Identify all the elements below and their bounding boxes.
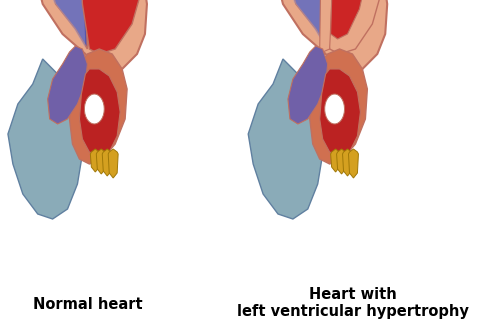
Polygon shape — [108, 149, 118, 178]
Polygon shape — [310, 49, 368, 164]
Polygon shape — [324, 94, 344, 124]
Polygon shape — [40, 0, 88, 49]
Polygon shape — [273, 0, 387, 74]
Polygon shape — [96, 149, 106, 174]
Polygon shape — [279, 0, 326, 48]
Polygon shape — [288, 46, 328, 124]
Polygon shape — [336, 149, 346, 174]
Polygon shape — [102, 149, 112, 176]
Polygon shape — [33, 0, 147, 74]
Polygon shape — [320, 0, 332, 52]
Text: Normal heart: Normal heart — [32, 297, 142, 312]
Polygon shape — [48, 46, 88, 124]
Polygon shape — [330, 0, 370, 39]
Polygon shape — [90, 149, 101, 172]
Polygon shape — [38, 0, 86, 48]
Polygon shape — [342, 149, 352, 176]
Polygon shape — [80, 69, 120, 156]
Polygon shape — [80, 0, 145, 54]
Polygon shape — [330, 149, 340, 172]
Text: Heart with
left ventricular hypertrophy: Heart with left ventricular hypertrophy — [236, 287, 468, 319]
Polygon shape — [280, 0, 328, 49]
Polygon shape — [248, 59, 322, 219]
Polygon shape — [320, 69, 360, 156]
Polygon shape — [84, 94, 104, 124]
Polygon shape — [70, 49, 127, 164]
Polygon shape — [348, 149, 358, 178]
Polygon shape — [8, 59, 83, 219]
Polygon shape — [320, 0, 385, 54]
